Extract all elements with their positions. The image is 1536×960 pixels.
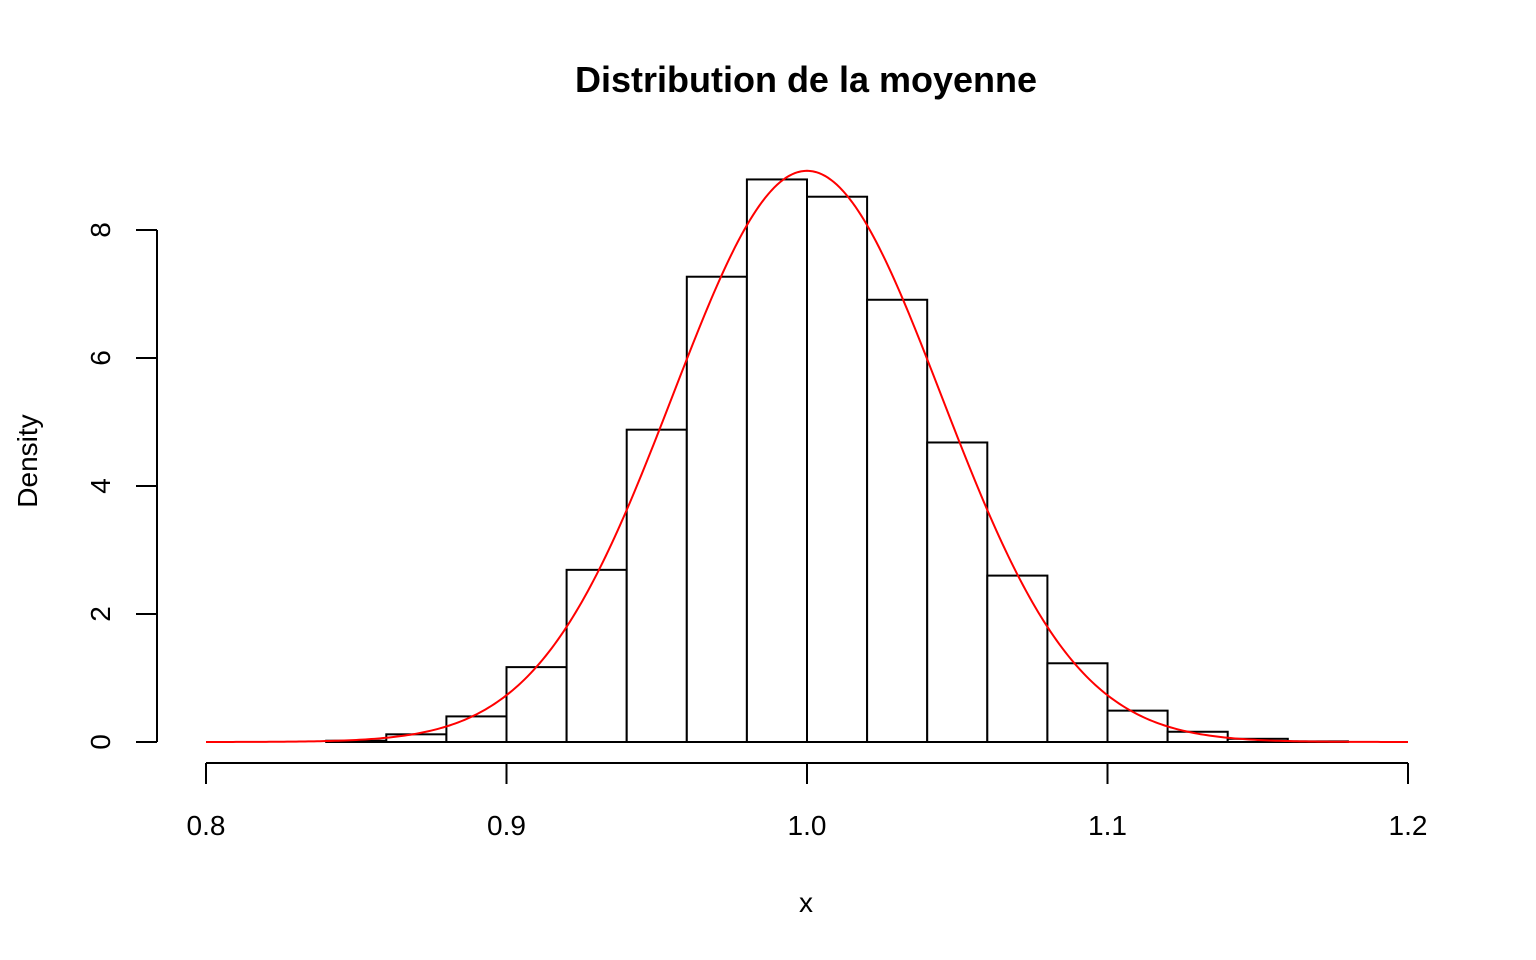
histogram-bar: [1106, 709, 1169, 744]
x-tick-label: 1.2: [1389, 810, 1428, 841]
x-tick-label: 1.1: [1088, 810, 1127, 841]
x-axis: 0.8 0.9 1.0 1.1 1.2: [187, 762, 1428, 841]
histogram-bars: [325, 178, 1349, 744]
y-tick-label: 0: [85, 734, 116, 750]
histogram-bar: [445, 715, 508, 744]
histogram-bar: [385, 733, 448, 744]
x-tick-label: 1.0: [788, 810, 827, 841]
y-tick-label: 4: [85, 478, 116, 494]
chart-title: Distribution de la moyenne: [575, 59, 1037, 100]
histogram-bar: [565, 568, 628, 744]
histogram-bar: [745, 178, 809, 743]
density-curve: [206, 169, 1408, 743]
histogram-bar: [505, 666, 568, 743]
x-tick-label: 0.9: [487, 810, 526, 841]
y-tick-label: 6: [85, 350, 116, 366]
y-tick-label: 8: [85, 222, 116, 238]
histogram-bar: [866, 298, 929, 743]
histogram-bar: [1046, 662, 1109, 744]
x-axis-label: x: [799, 887, 813, 918]
histogram-bar: [685, 275, 748, 743]
y-axis: 0 2 4 6 8: [85, 222, 158, 750]
histogram-bar: [806, 195, 869, 744]
x-tick-label: 0.8: [187, 810, 226, 841]
y-axis-label: Density: [12, 414, 43, 507]
y-tick-label: 2: [85, 606, 116, 622]
histogram-bar: [625, 428, 688, 743]
histogram-bar: [986, 574, 1049, 743]
